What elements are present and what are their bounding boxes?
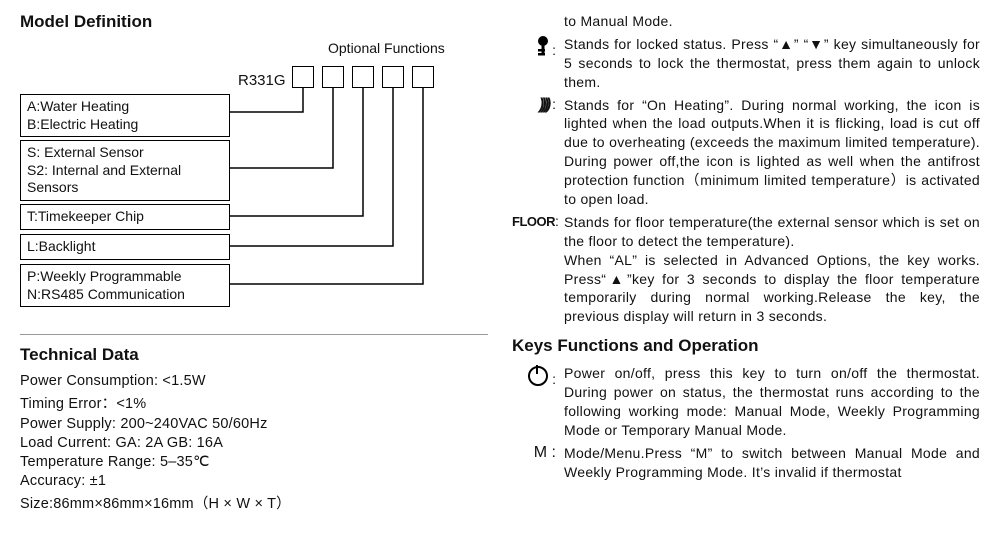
box-l: L:Backlight xyxy=(20,234,230,260)
option-square-2 xyxy=(322,66,344,88)
box-pn: P:Weekly Programmable N:RS485 Communicat… xyxy=(20,264,230,307)
model-definition-diagram: Optional Functions R331G A:Water Heating… xyxy=(20,40,488,328)
heading-technical-data: Technical Data xyxy=(20,345,488,365)
mode-description: Mode/Menu.Press “M” to switch between Ma… xyxy=(564,444,980,482)
spec-temp-range: Temperature Range: 5–35℃ xyxy=(20,454,488,470)
mode-icon: M : xyxy=(512,444,558,482)
spec-timing-error: Timing Error：<1% xyxy=(20,392,488,413)
option-square-1 xyxy=(292,66,314,88)
box-t: T:Timekeeper Chip xyxy=(20,204,230,230)
spec-power-consumption: Power Consumption: <1.5W xyxy=(20,373,488,389)
floor-description: Stands for floor temperature(the externa… xyxy=(564,213,980,326)
model-code: R331G xyxy=(238,72,286,89)
technical-data-list: Power Consumption: <1.5W Timing Error：<1… xyxy=(20,373,488,513)
lock-description: Stands for locked status. Press “▲” “▼” … xyxy=(564,35,980,92)
box-s: S: External Sensor S2: Internal and Exte… xyxy=(20,140,230,201)
heading-model-definition: Model Definition xyxy=(20,12,488,32)
blank-icon xyxy=(512,12,558,31)
power-description: Power on/off, press this key to turn on/… xyxy=(564,364,980,440)
option-square-4 xyxy=(382,66,404,88)
floor-icon: FLOOR: xyxy=(512,213,558,326)
spec-load-current: Load Current: GA: 2A GB: 16A xyxy=(20,435,488,451)
heading-keys-functions: Keys Functions and Operation xyxy=(512,336,980,356)
heating-description: Stands for “On Heating”. During normal w… xyxy=(564,96,980,209)
section-divider xyxy=(20,334,488,335)
spec-accuracy: Accuracy: ±1 xyxy=(20,473,488,489)
spec-size: Size:86mm×86mm×16mm（H × W × T） xyxy=(20,492,488,513)
frag-manual-mode: to Manual Mode. xyxy=(564,12,980,31)
option-square-5 xyxy=(412,66,434,88)
optional-functions-label: Optional Functions xyxy=(328,40,445,56)
option-square-3 xyxy=(352,66,374,88)
heating-icon: )))) : xyxy=(512,96,558,209)
box-ab: A:Water Heating B:Electric Heating xyxy=(20,94,230,137)
power-icon: : xyxy=(512,364,558,440)
spec-power-supply: Power Supply: 200~240VAC 50/60Hz xyxy=(20,416,488,432)
lock-icon: : xyxy=(512,35,558,92)
